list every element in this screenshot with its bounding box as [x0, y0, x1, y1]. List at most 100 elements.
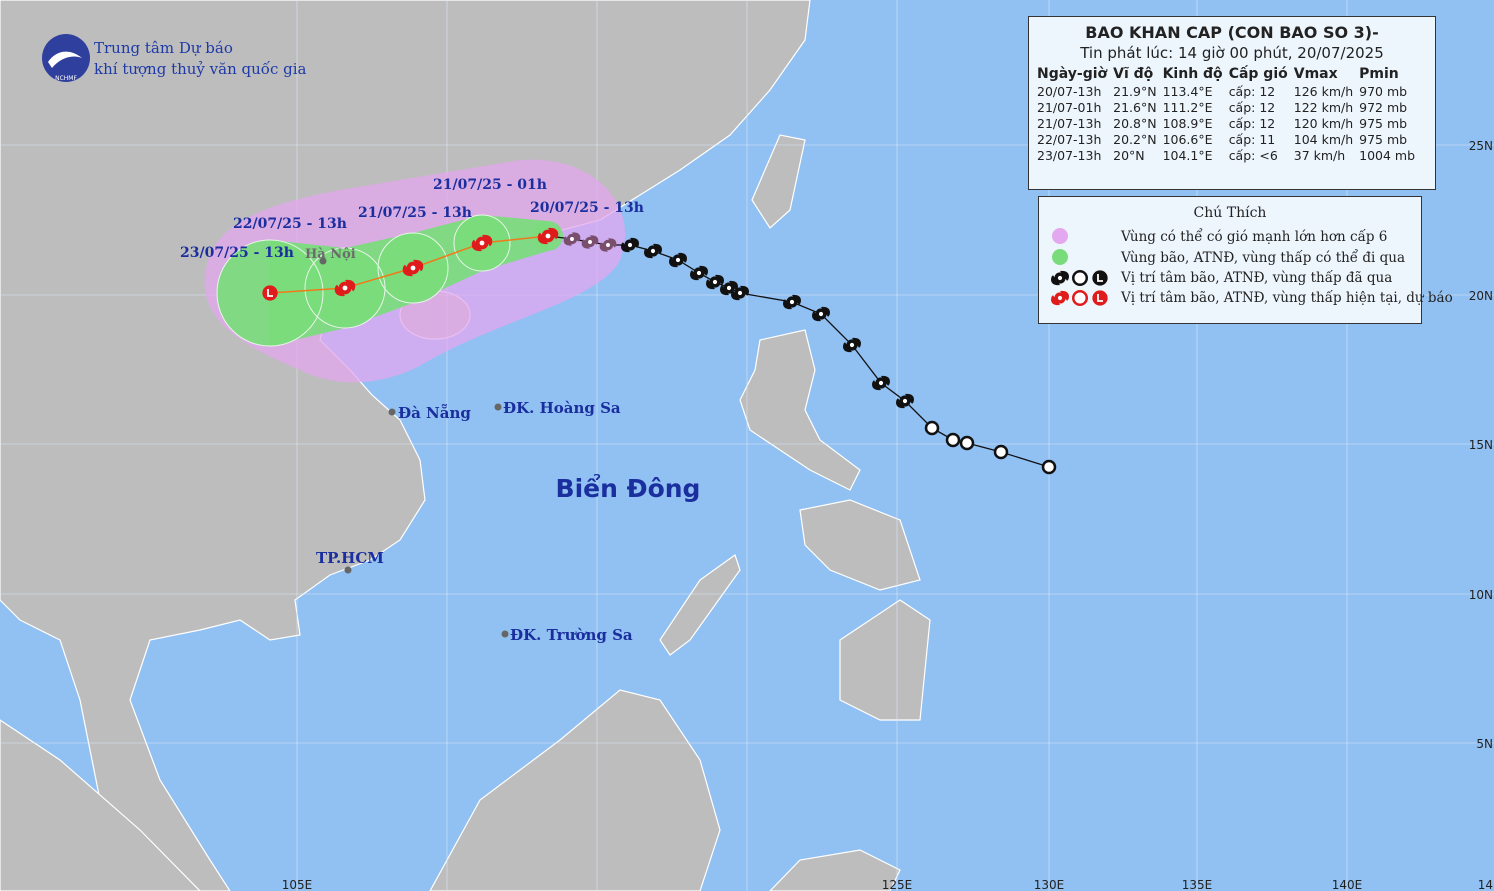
storm-eye: [849, 342, 855, 348]
depression-icon: [1072, 290, 1088, 306]
storm-icon: [690, 265, 708, 281]
lat-labels: 25N 20N 15N 10N 5N: [1469, 139, 1493, 751]
forecast-label: 20/07/25 - 13h: [530, 200, 644, 216]
storm-icon: [599, 238, 617, 252]
column-header: Ngày-giờ: [1037, 66, 1108, 82]
table-cell: 122 km/h: [1293, 100, 1354, 115]
table-row: 21/07-13h 20.8°N 108.9°E cấp: 12 120 km/h 975…: [1037, 116, 1421, 132]
depression-icon: [959, 435, 975, 451]
table-cell: 21.6°N: [1113, 100, 1157, 115]
storm-eye: [1057, 295, 1063, 301]
forecast-label: 22/07/25 - 13h: [233, 216, 347, 232]
column-header: Kinh độ: [1162, 66, 1223, 82]
table-cell: 20/07-13h: [1037, 84, 1102, 99]
lat-label: 15N: [1469, 438, 1493, 452]
storm-eye: [479, 240, 485, 246]
table-cell: 113.4°E: [1162, 84, 1213, 99]
table-cell: 126 km/h: [1293, 84, 1354, 99]
table-cell: 120 km/h: [1293, 116, 1354, 131]
table-cell: 972 mb: [1359, 100, 1408, 115]
depression-icon: [993, 444, 1009, 460]
forecast-label: 21/07/25 - 13h: [358, 205, 472, 221]
depression-icon: [1072, 270, 1088, 286]
table-cell: 106.6°E: [1162, 132, 1213, 147]
storm-eye: [650, 248, 656, 254]
low-icon: [1092, 290, 1108, 306]
column-header: Pmin: [1359, 66, 1399, 82]
lat-label: 10N: [1469, 588, 1493, 602]
legend-item: Vị trí tâm bão, ATNĐ, vùng thấp đã qua: [1121, 270, 1393, 286]
storm-eye: [696, 270, 702, 276]
bulletin-title: BAO KHAN CAP (CON BAO SO 3)-: [1085, 23, 1379, 42]
storm-icon: [720, 280, 738, 296]
place-label: ĐK. Hoàng Sa: [503, 399, 621, 417]
lon-labels: 105E 125E 130E 135E 140E 14: [282, 878, 1493, 891]
column-header: Cấp gió: [1228, 66, 1288, 82]
storm-icon: [896, 393, 914, 409]
table-cell: 975 mb: [1359, 116, 1408, 131]
place-label: Hà Nội: [305, 247, 356, 262]
low-core: [1092, 270, 1108, 286]
place-labels: Hà Nội Đà Nẵng ĐK. Hoàng Sa Biển Đông TP…: [305, 247, 700, 644]
logo: NCHMF: [42, 34, 90, 82]
storm-icon: [669, 252, 687, 268]
storm-icon: [581, 235, 599, 249]
storm-icon: [812, 306, 830, 322]
storm-icon: [537, 227, 559, 245]
table-cell: 22/07-13h: [1037, 132, 1102, 147]
place-label: Biển Đông: [556, 473, 701, 503]
storm-eye: [818, 311, 824, 317]
legend-symbols: [1051, 228, 1108, 306]
forecast-labels: 20/07/25 - 13h 21/07/25 - 01h 21/07/25 -…: [180, 177, 644, 261]
low-core: [262, 285, 278, 301]
table-cell: 1004 mb: [1359, 148, 1416, 163]
table-cell: 104 km/h: [1293, 132, 1354, 147]
storm-icon: [1051, 270, 1069, 286]
table-cell: 21.9°N: [1113, 84, 1157, 99]
column-header: Vmax: [1293, 66, 1338, 82]
storm-icons: [262, 227, 1057, 475]
storm-eye: [588, 240, 592, 244]
org-line: khí tượng thuỷ văn quốc gia: [94, 60, 307, 78]
table-cell: 20°N: [1113, 148, 1145, 163]
storm-eye: [570, 237, 574, 241]
storm-eye: [737, 290, 743, 296]
table-cell: 37 km/h: [1293, 148, 1346, 163]
place-dots: [319, 257, 509, 638]
depression-icon: [945, 432, 961, 448]
cone-circles: [216, 214, 511, 347]
table-cell: 108.9°E: [1162, 116, 1213, 131]
low-icon: [262, 285, 278, 301]
storm-icon: [783, 294, 801, 310]
storm-icon: [706, 274, 724, 290]
storm-icon: [644, 243, 662, 259]
table-cell: cấp: 12: [1228, 116, 1276, 131]
table-cell: 970 mb: [1359, 84, 1408, 99]
table-cell: cấp: 12: [1228, 100, 1276, 115]
table-row: 20/07-13h 21.9°N 113.4°E cấp: 12 126 km/h 970…: [1037, 84, 1421, 100]
land: [0, 0, 931, 891]
table-cell: 21/07-13h: [1037, 116, 1102, 131]
table-cell: cấp: 11: [1228, 132, 1276, 147]
table-row: 23/07-13h 20°N 104.1°E cấp: <6 37 km/h 1004 m…: [1037, 148, 1421, 164]
low-letter: [267, 289, 273, 297]
forecast-label: 21/07/25 - 01h: [433, 177, 547, 193]
lon-label: 125E: [882, 878, 913, 891]
table-cell: 975 mb: [1359, 132, 1408, 147]
storm-eye: [902, 398, 908, 404]
table-row: 21/07-01h 21.6°N 111.2°E cấp: 12 122 km/h 972…: [1037, 100, 1421, 116]
storm-eye: [789, 299, 795, 305]
table-cell: 104.1°E: [1162, 148, 1213, 163]
low-letter: [1097, 274, 1103, 282]
storm-icon: [402, 259, 424, 277]
forecast-label: 23/07/25 - 13h: [180, 245, 294, 261]
storm-icon: [731, 285, 749, 301]
column-header: Vĩ độ: [1113, 66, 1154, 82]
lon-label: 140E: [1332, 878, 1363, 891]
legend-box: Chú Thích Vùng có thể có gió mạnh lớn hơ…: [1038, 196, 1453, 324]
legend-item: Vị trí tâm bão, ATNĐ, vùng thấp hiện tại…: [1121, 290, 1453, 306]
storm-eye: [712, 279, 718, 285]
storm-eye: [410, 265, 416, 271]
low-letter: [1097, 294, 1103, 302]
storm-icon: [843, 337, 861, 353]
